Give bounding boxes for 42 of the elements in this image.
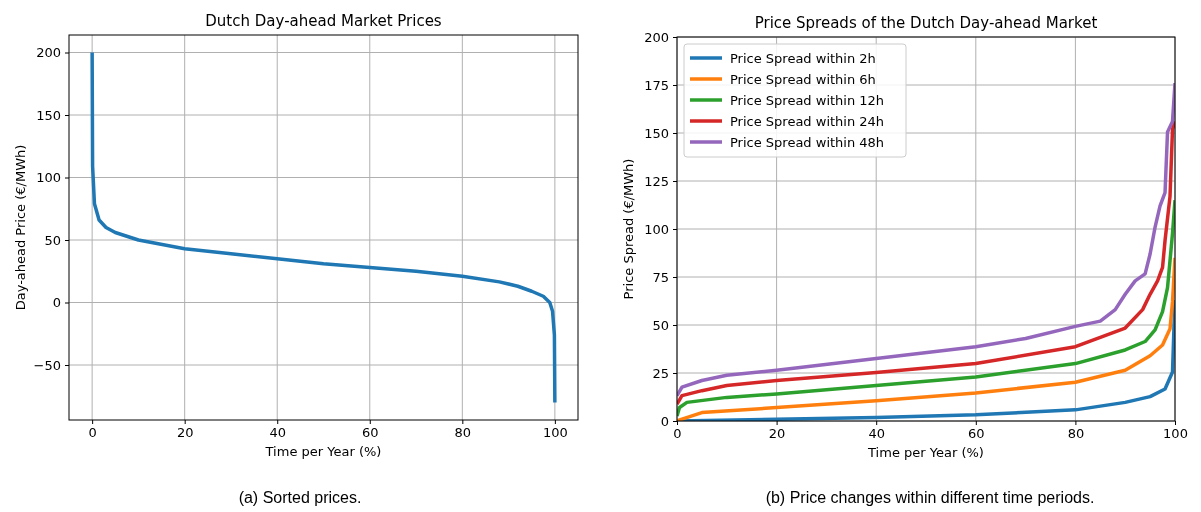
x-axis-title: Time per Year (%) (867, 445, 984, 460)
y-tick-label: 50 (44, 232, 61, 248)
y-tick-label: 75 (652, 269, 669, 285)
y-tick-label: 175 (644, 77, 669, 93)
y-axis-title: Day-ahead Price (€/MWh) (13, 144, 28, 311)
x-tick-label: 20 (768, 426, 786, 442)
x-tick-label: 40 (269, 425, 286, 441)
y-tick-label: 200 (36, 45, 61, 61)
x-tick-label: 40 (868, 426, 885, 442)
x-axis-title: Time per Year (%) (264, 444, 382, 459)
legend-label: Price Spread within 48h (730, 135, 885, 150)
x-tick-label: 0 (673, 426, 682, 442)
x-tick-label: 20 (176, 425, 194, 441)
text: (b) Price changes within different time periods. (765, 489, 1095, 506)
legend-label: Price Spread within 24h (730, 114, 885, 129)
x-tick-label: 100 (1163, 426, 1188, 442)
x-tick-label: 80 (1067, 426, 1085, 442)
y-tick-label: 50 (652, 317, 669, 333)
x-tick-label: 0 (88, 425, 97, 441)
y-tick-label: 125 (644, 173, 669, 189)
y-tick-label: 150 (36, 107, 61, 123)
chart-title: Dutch Day-ahead Market Prices (205, 12, 442, 30)
y-tick-label: 0 (52, 295, 61, 311)
x-tick-label: 80 (454, 425, 472, 441)
legend-label: Price Spread within 2h (730, 51, 876, 66)
y-tick-label: −50 (33, 357, 61, 373)
y-tick-label: 100 (36, 170, 61, 186)
chart-title: Price Spreads of the Dutch Day-ahead Market (754, 14, 1098, 32)
line-series (90, 50, 557, 405)
x-tick-label: 60 (362, 425, 379, 441)
y-tick-label: 150 (644, 125, 669, 141)
x-tick-label: 60 (968, 426, 985, 442)
legend-label: Price Spread within 12h (730, 93, 885, 108)
y-tick-label: 0 (660, 413, 669, 429)
text: (a) Sorted prices. (238, 489, 362, 506)
legend-label: Price Spread within 6h (730, 72, 876, 87)
y-tick-label: 25 (652, 365, 669, 381)
line-series (677, 198, 1175, 418)
y-tick-label: 200 (644, 29, 669, 45)
x-tick-label: 100 (542, 425, 568, 441)
y-axis-title: Price Spread (€/MWh) (621, 158, 636, 300)
y-tick-label: 100 (644, 221, 669, 237)
